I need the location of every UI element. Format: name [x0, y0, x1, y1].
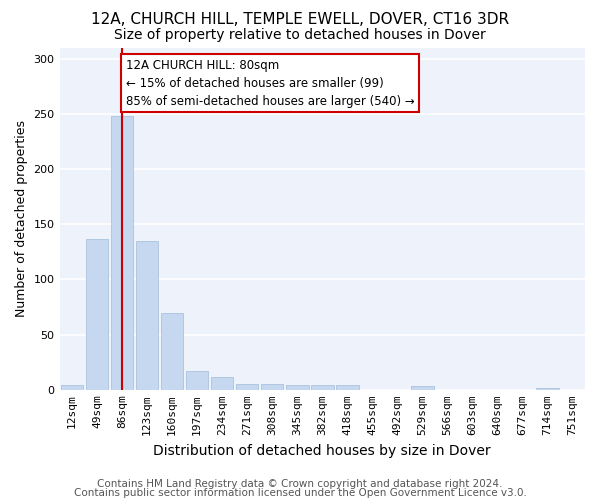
Bar — [186, 371, 208, 390]
Bar — [161, 312, 184, 390]
Text: 12A, CHURCH HILL, TEMPLE EWELL, DOVER, CT16 3DR: 12A, CHURCH HILL, TEMPLE EWELL, DOVER, C… — [91, 12, 509, 28]
Text: Contains HM Land Registry data © Crown copyright and database right 2024.: Contains HM Land Registry data © Crown c… — [97, 479, 503, 489]
Bar — [211, 376, 233, 390]
Text: 12A CHURCH HILL: 80sqm
← 15% of detached houses are smaller (99)
85% of semi-det: 12A CHURCH HILL: 80sqm ← 15% of detached… — [126, 58, 415, 108]
Bar — [111, 116, 133, 390]
Bar — [411, 386, 434, 390]
Text: Size of property relative to detached houses in Dover: Size of property relative to detached ho… — [114, 28, 486, 42]
Bar — [61, 386, 83, 390]
X-axis label: Distribution of detached houses by size in Dover: Distribution of detached houses by size … — [154, 444, 491, 458]
Bar — [261, 384, 283, 390]
Bar — [311, 386, 334, 390]
Bar — [286, 386, 308, 390]
Bar — [86, 238, 109, 390]
Bar — [336, 386, 359, 390]
Text: Contains public sector information licensed under the Open Government Licence v3: Contains public sector information licen… — [74, 488, 526, 498]
Bar — [536, 388, 559, 390]
Bar — [136, 240, 158, 390]
Y-axis label: Number of detached properties: Number of detached properties — [15, 120, 28, 317]
Bar — [236, 384, 259, 390]
